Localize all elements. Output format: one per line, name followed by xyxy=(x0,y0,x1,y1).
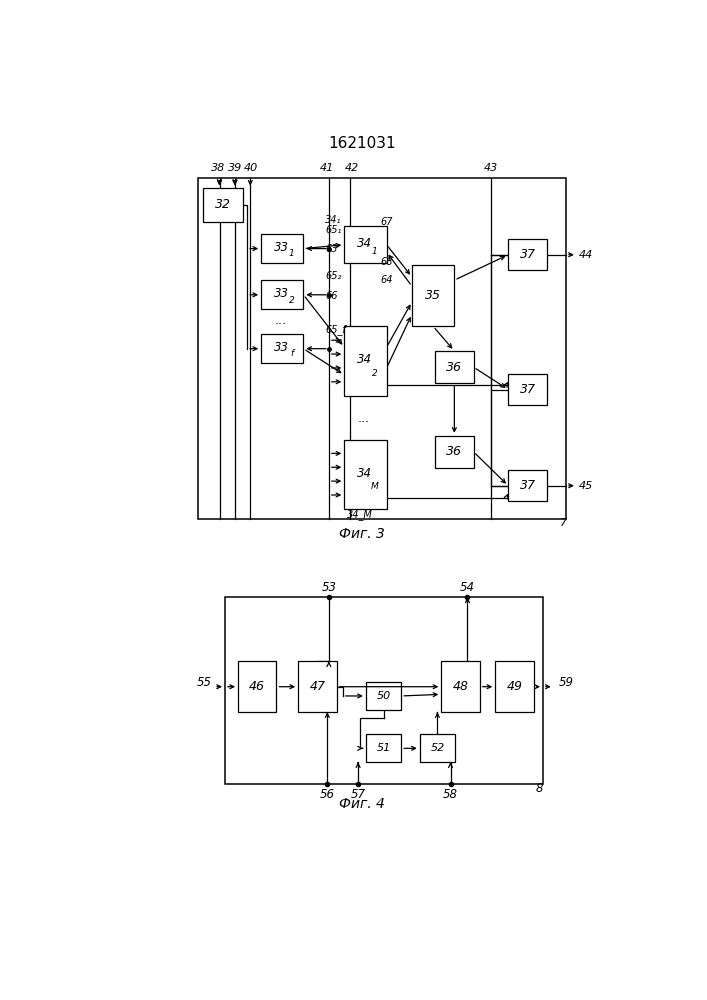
Text: 55: 55 xyxy=(197,676,211,689)
Text: 1: 1 xyxy=(372,247,378,256)
Bar xyxy=(261,234,303,263)
Bar xyxy=(435,436,474,468)
Bar xyxy=(204,188,243,222)
Text: 2: 2 xyxy=(288,296,294,305)
Text: 65₁: 65₁ xyxy=(325,225,341,235)
Text: 50: 50 xyxy=(376,691,391,701)
Text: 35: 35 xyxy=(425,289,441,302)
Text: 64: 64 xyxy=(380,275,393,285)
Text: 46: 46 xyxy=(250,680,265,693)
Text: 54: 54 xyxy=(460,581,475,594)
Bar xyxy=(366,682,402,710)
Text: 34_M: 34_M xyxy=(346,509,373,520)
Text: 41: 41 xyxy=(320,163,334,173)
Text: 53: 53 xyxy=(322,581,337,594)
Text: 39: 39 xyxy=(228,163,242,173)
Bar xyxy=(261,280,303,309)
Text: 65_f: 65_f xyxy=(325,324,346,335)
Text: 34₁: 34₁ xyxy=(325,215,341,225)
Text: 58: 58 xyxy=(443,788,458,801)
Text: 63: 63 xyxy=(325,244,337,254)
Bar xyxy=(198,178,566,519)
Text: 1621031: 1621031 xyxy=(328,136,396,151)
Bar xyxy=(495,661,534,712)
Bar xyxy=(441,661,480,712)
Text: 44: 44 xyxy=(579,250,593,260)
Text: 2: 2 xyxy=(372,369,378,378)
Text: 52: 52 xyxy=(431,743,445,753)
Bar xyxy=(508,374,547,405)
Text: 38: 38 xyxy=(211,163,225,173)
Bar xyxy=(298,661,337,712)
Text: 68: 68 xyxy=(380,257,393,267)
Bar xyxy=(344,226,387,263)
Text: 48: 48 xyxy=(452,680,469,693)
Text: 45: 45 xyxy=(579,481,593,491)
Bar xyxy=(344,440,387,509)
Text: 7: 7 xyxy=(560,518,567,528)
Text: f: f xyxy=(290,349,293,358)
Text: 47: 47 xyxy=(309,680,325,693)
Text: Фиг. 3: Фиг. 3 xyxy=(339,527,385,541)
Text: 67: 67 xyxy=(380,217,393,227)
Bar xyxy=(238,661,276,712)
Text: Фиг. 4: Фиг. 4 xyxy=(339,797,385,811)
Text: 36: 36 xyxy=(446,361,462,374)
Text: 43: 43 xyxy=(484,163,498,173)
Bar xyxy=(508,470,547,501)
Text: 33: 33 xyxy=(274,287,289,300)
Text: 34: 34 xyxy=(357,353,372,366)
Bar xyxy=(261,334,303,363)
Text: 49: 49 xyxy=(506,680,522,693)
Text: 34: 34 xyxy=(357,237,372,250)
Text: 65₂: 65₂ xyxy=(325,271,341,281)
Text: 42: 42 xyxy=(345,163,359,173)
Text: 56: 56 xyxy=(320,788,335,801)
Text: ...: ... xyxy=(274,314,286,327)
Text: 40: 40 xyxy=(244,163,258,173)
Text: 57: 57 xyxy=(351,788,366,801)
Text: 34: 34 xyxy=(357,467,372,480)
Text: 32: 32 xyxy=(216,198,231,211)
Bar xyxy=(435,351,474,383)
Text: M: M xyxy=(371,482,379,491)
Bar xyxy=(420,734,455,762)
Bar xyxy=(508,239,547,270)
Text: 1: 1 xyxy=(288,249,294,258)
Text: 33: 33 xyxy=(274,241,289,254)
Text: ...: ... xyxy=(358,412,370,425)
Bar xyxy=(366,734,402,762)
Text: 66: 66 xyxy=(325,291,337,301)
Text: 8: 8 xyxy=(535,782,543,795)
Text: 36: 36 xyxy=(446,445,462,458)
Text: 37: 37 xyxy=(520,248,535,261)
Bar xyxy=(225,597,543,784)
Text: 51: 51 xyxy=(376,743,391,753)
Text: 33: 33 xyxy=(274,341,289,354)
Text: 37: 37 xyxy=(520,479,535,492)
Text: 59: 59 xyxy=(559,676,573,689)
Bar xyxy=(344,326,387,396)
Bar xyxy=(412,265,455,326)
Text: 37: 37 xyxy=(520,383,535,396)
